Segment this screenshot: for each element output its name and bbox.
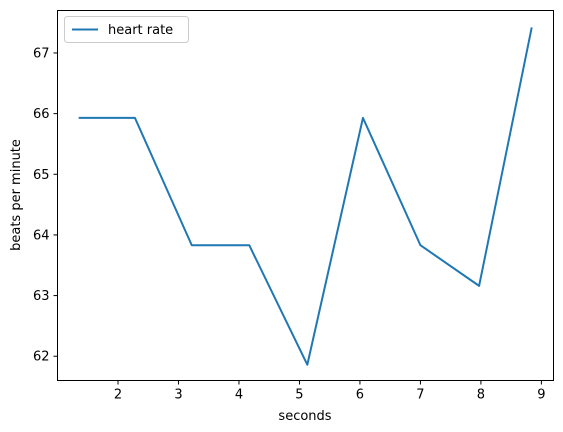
y-tick-label: 63 bbox=[33, 289, 50, 304]
series-line-heart-rate bbox=[78, 27, 533, 366]
y-tick-label: 64 bbox=[33, 228, 50, 243]
legend: heart rate bbox=[64, 16, 189, 43]
x-tick-label: 5 bbox=[295, 388, 303, 403]
x-axis-label: seconds bbox=[278, 409, 331, 424]
x-axis-ticks: 2 3 4 5 6 7 8 9 bbox=[114, 380, 546, 403]
y-tick-label: 67 bbox=[33, 46, 50, 61]
y-axis-ticks: 62 63 64 65 66 67 bbox=[33, 46, 58, 365]
y-tick-label: 62 bbox=[33, 350, 50, 365]
x-tick-label: 7 bbox=[416, 388, 424, 403]
legend-label-heart-rate: heart rate bbox=[108, 23, 173, 38]
x-tick-label: 8 bbox=[477, 388, 485, 403]
x-tick-label: 4 bbox=[235, 388, 243, 403]
y-tick-label: 65 bbox=[33, 168, 50, 183]
x-tick-label: 2 bbox=[114, 388, 122, 403]
axes-frame bbox=[57, 10, 554, 381]
x-tick-label: 9 bbox=[537, 388, 545, 403]
x-tick-label: 6 bbox=[356, 388, 364, 403]
y-tick-label: 66 bbox=[33, 107, 50, 122]
series-layer bbox=[78, 27, 533, 366]
x-tick-label: 3 bbox=[174, 388, 182, 403]
y-axis-label: beats per minute bbox=[9, 139, 24, 251]
legend-box bbox=[64, 16, 189, 43]
